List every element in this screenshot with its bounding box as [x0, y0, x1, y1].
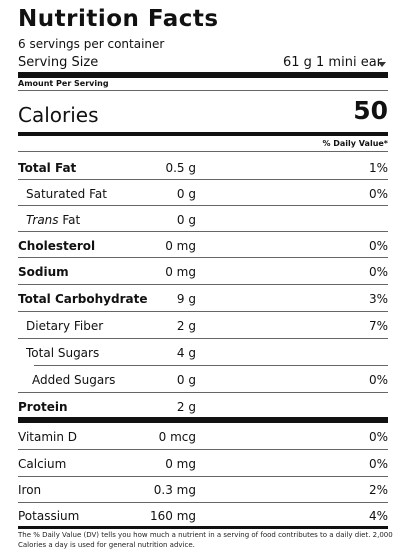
divider: [18, 392, 388, 393]
nutrient-label: Trans Fat: [26, 213, 80, 227]
vitamin-label: Potassium: [18, 509, 80, 523]
vitamin-row-vitamin-d: Vitamin D 0 mcg 0%: [18, 423, 388, 449]
vitamin-amount: 0.3 mg: [153, 483, 196, 497]
nutrient-label: Protein: [18, 400, 68, 414]
divider: [18, 284, 388, 285]
nutrient-label: Cholesterol: [18, 239, 96, 253]
nutrient-dv: 0%: [368, 239, 388, 253]
trans-italic: Trans: [26, 213, 59, 227]
nutrient-dv: 0%: [368, 187, 388, 201]
thick-divider: [18, 526, 388, 529]
amount-per-serving: Amount Per Serving: [18, 79, 109, 88]
vitamin-label: Iron: [18, 483, 42, 497]
chevron-down-icon[interactable]: [378, 62, 386, 67]
nutrient-label: Total Carbohydrate: [18, 292, 148, 306]
nutrient-row-added-sugars: Added Sugars 0 g 0%: [18, 366, 388, 392]
nutrient-row-trans-fat: Trans Fat 0 g: [18, 206, 388, 232]
nutrient-amount: 2 g: [176, 319, 196, 333]
vitamin-amount: 0 mg: [165, 457, 196, 471]
divider: [18, 257, 388, 258]
nutrient-row-dietary-fiber: Dietary Fiber 2 g 7%: [18, 312, 388, 338]
divider: [18, 338, 388, 339]
vitamin-row-potassium: Potassium 160 mg 4%: [18, 502, 388, 528]
nutrient-label: Dietary Fiber: [26, 319, 104, 333]
nutrient-label: Total Fat: [18, 161, 77, 175]
divider: [18, 151, 388, 152]
calories-label: Calories: [18, 103, 99, 127]
nutrient-row-sodium: Sodium 0 mg 0%: [18, 258, 388, 284]
divider: [18, 205, 388, 206]
vitamin-amount: 0 mcg: [158, 430, 196, 444]
serving-size-select[interactable]: 61 g 1 mini ear: [282, 55, 382, 70]
vitamin-label: Vitamin D: [18, 430, 78, 444]
nutrient-dv: 3%: [368, 292, 388, 306]
vitamin-dv: 0%: [368, 457, 388, 471]
nutrient-label: Sodium: [18, 265, 69, 279]
nutrient-amount: 0 g: [176, 187, 196, 201]
nutrient-amount: 0 g: [176, 213, 196, 227]
vitamin-row-iron: Iron 0.3 mg 2%: [18, 476, 388, 502]
nutrient-amount: 0 g: [176, 373, 196, 387]
thick-divider: [18, 417, 388, 423]
divider: [18, 449, 388, 450]
nutrient-dv: 0%: [368, 265, 388, 279]
vitamin-dv: 2%: [368, 483, 388, 497]
divider: [34, 365, 388, 366]
vitamin-dv: 0%: [368, 430, 388, 444]
divider: [18, 231, 388, 232]
thick-divider: [18, 132, 388, 136]
nutrient-row-cholesterol: Cholesterol 0 mg 0%: [18, 232, 388, 258]
nutrient-amount: 2 g: [176, 400, 196, 414]
nutrient-row-total-carbohydrate: Total Carbohydrate 9 g 3%: [18, 285, 388, 311]
divider: [18, 179, 388, 180]
vitamin-label: Calcium: [18, 457, 67, 471]
nutrient-amount: 9 g: [176, 292, 196, 306]
nutrient-row-saturated-fat: Saturated Fat 0 g 0%: [18, 180, 388, 206]
nutrient-label: Saturated Fat: [26, 187, 107, 201]
nutrient-row-total-sugars: Total Sugars 4 g: [18, 339, 388, 365]
thick-divider: [18, 72, 388, 78]
nutrient-dv: 1%: [368, 161, 388, 175]
nutrient-row-protein: Protein 2 g: [18, 393, 388, 419]
calories-value: 50: [353, 96, 388, 125]
nutrient-label: Total Sugars: [26, 346, 100, 360]
divider: [18, 476, 388, 477]
serving-size-label: Serving Size: [18, 55, 99, 70]
daily-value-header: % Daily Value*: [322, 139, 388, 148]
nutrient-amount: 0 mg: [165, 239, 196, 253]
label-title: Nutrition Facts: [18, 6, 219, 32]
vitamin-dv: 4%: [368, 509, 388, 523]
nutrient-amount: 4 g: [176, 346, 196, 360]
nutrient-row-total-fat: Total Fat 0.5 g 1%: [18, 154, 388, 180]
nutrient-dv: 0%: [368, 373, 388, 387]
divider: [18, 502, 388, 503]
nutrient-dv: 7%: [368, 319, 388, 333]
vitamin-amount: 160 mg: [149, 509, 196, 523]
divider: [18, 311, 388, 312]
divider: [18, 90, 388, 91]
vitamin-row-calcium: Calcium 0 mg 0%: [18, 450, 388, 476]
nutrient-amount: 0 mg: [165, 265, 196, 279]
daily-value-footnote: The % Daily Value (DV) tells you how muc…: [18, 531, 393, 549]
servings-per-container: 6 servings per container: [18, 37, 165, 51]
nutrient-amount: 0.5 g: [165, 161, 196, 175]
nutrient-label: Added Sugars: [32, 373, 116, 387]
trans-suffix: Fat: [58, 213, 81, 227]
